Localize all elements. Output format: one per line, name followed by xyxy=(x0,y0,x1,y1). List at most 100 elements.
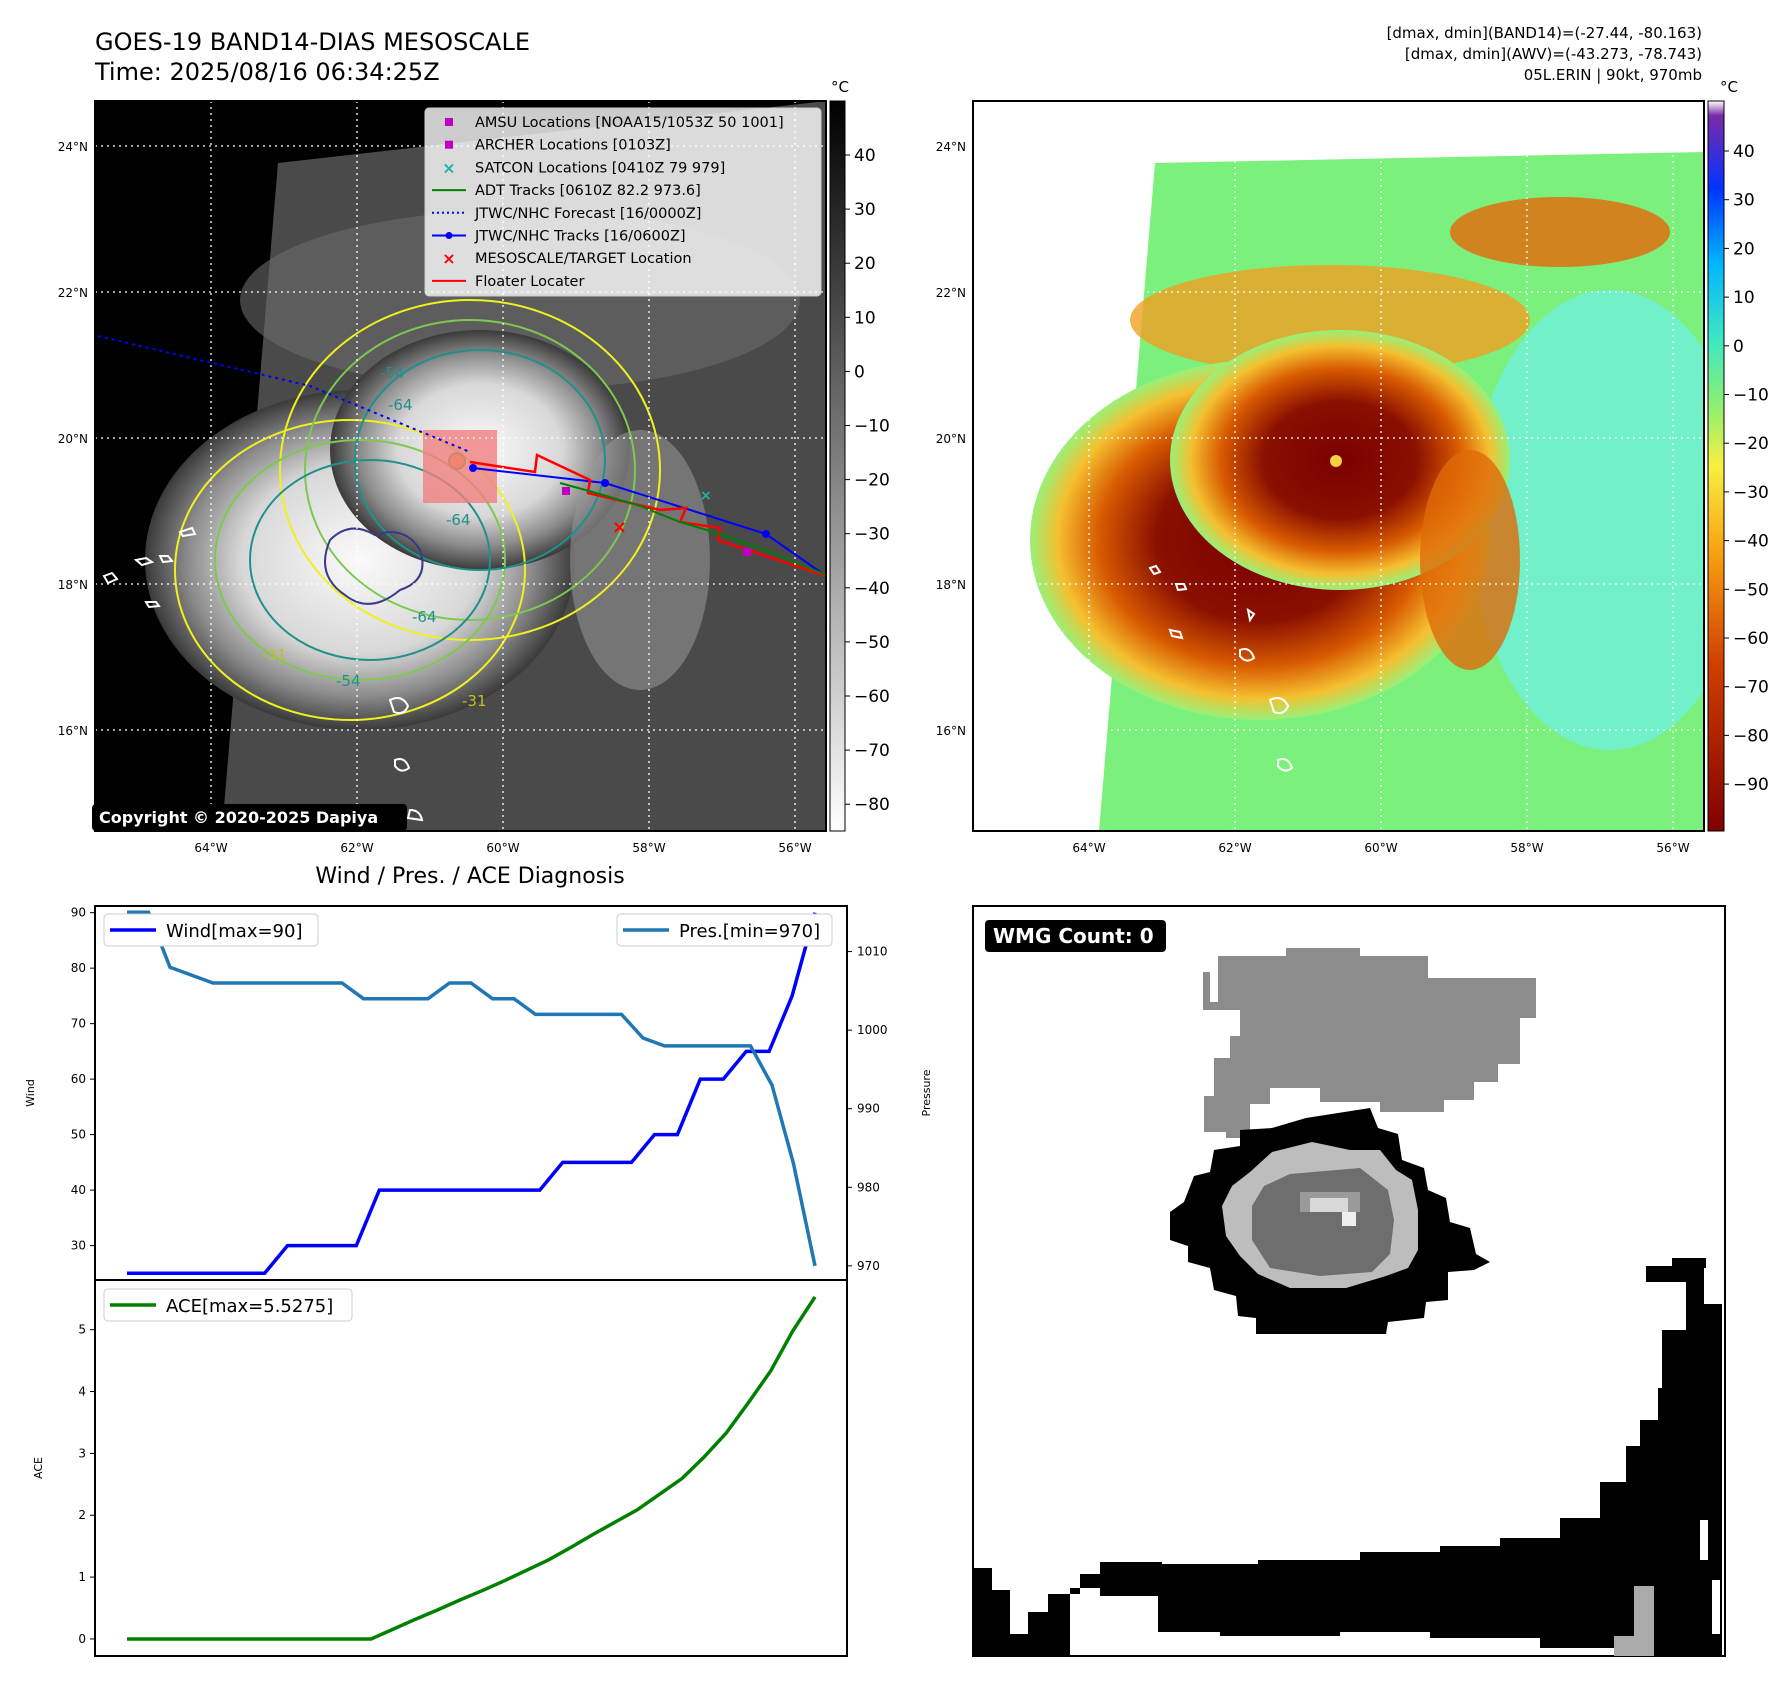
svg-text:×: × xyxy=(700,488,712,504)
lat-label: 22°N xyxy=(58,286,88,300)
colorbar-awv-unit: °C xyxy=(1720,78,1738,96)
contour-label: -54 xyxy=(380,364,405,382)
map-gridlines-awv xyxy=(973,101,1704,831)
map-legend-label: SATCON Locations [0410Z 79 979] xyxy=(475,160,725,176)
ace-tick-label: 5 xyxy=(78,1323,86,1337)
wind-legend: Wind[max=90] xyxy=(103,913,319,947)
info-storm: 05L.ERIN | 90kt, 970mb xyxy=(1524,66,1702,84)
lat-label: 20°N xyxy=(936,432,966,446)
svg-text:×: × xyxy=(442,249,455,268)
mesoscale-target-box xyxy=(423,430,497,503)
pressure-axis-label: Pressure xyxy=(920,1069,933,1116)
lon-label: 62°W xyxy=(340,841,373,855)
colorbar-ir-unit: °C xyxy=(831,78,849,96)
lon-label: 58°W xyxy=(1510,841,1543,855)
copyright-text: Copyright © 2020-2025 Dapiya xyxy=(99,808,378,827)
map-legend-label: JTWC/NHC Forecast [16/0000Z] xyxy=(474,206,701,222)
wmg-panel: WMG Count: 0 xyxy=(972,905,1726,1657)
pressure-series-line xyxy=(127,910,817,1267)
diagnosis-title: Wind / Pres. / ACE Diagnosis xyxy=(315,864,624,889)
awv-eye xyxy=(1330,455,1342,467)
colorbar-awv: °C 40 30 20 10 0 −10 −20 −30 −40 −50 −60 −70 −80 −90 xyxy=(1707,78,1769,832)
ace-legend: ACE[max=5.5275] xyxy=(103,1288,353,1322)
wind-tick-label: 80 xyxy=(71,961,86,975)
wind-tick-label: 30 xyxy=(71,1239,86,1253)
colorbar-awv-tick: −40 xyxy=(1733,532,1769,552)
lat-label: 24°N xyxy=(58,140,88,154)
map-legend-label: AMSU Locations [NOAA15/1053Z 50 1001] xyxy=(475,115,784,131)
map-legend: AMSU Locations [NOAA15/1053Z 50 1001] ARC… xyxy=(424,107,822,297)
pressure-tick-label: 1010 xyxy=(857,945,888,959)
wind-tick-label: 40 xyxy=(71,1183,86,1197)
colorbar-awv-tick: 0 xyxy=(1733,337,1744,357)
pressure-tick-label: 1000 xyxy=(857,1023,888,1037)
lat-label: 22°N xyxy=(936,286,966,300)
colorbar-awv-tick: 30 xyxy=(1733,191,1755,211)
map-legend-label: JTWC/NHC Tracks [16/0600Z] xyxy=(474,229,686,245)
contour-31 xyxy=(174,419,526,721)
floater-track xyxy=(469,453,826,578)
wind-tick-label: 90 xyxy=(71,906,86,920)
lat-label: 18°N xyxy=(58,578,88,592)
ace-tick-label: 0 xyxy=(78,1632,86,1646)
ace-panel: 0 1 2 3 4 5 ACE ACE[max=5.5275] xyxy=(32,1279,848,1657)
pressure-legend: Pres.[min=970] xyxy=(616,913,833,947)
contour-label: -64 xyxy=(446,511,471,529)
lon-label: 58°W xyxy=(632,841,665,855)
wmg-count-label: WMG Count: 0 xyxy=(993,924,1154,948)
contour-64 xyxy=(249,459,491,661)
colorbar-ir-tick: 30 xyxy=(854,200,876,220)
colorbar-awv-tick: 20 xyxy=(1733,239,1755,259)
ace-series-line xyxy=(127,1295,817,1641)
wind-series-line xyxy=(127,912,817,1276)
colorbar-ir-tick: 20 xyxy=(854,254,876,274)
map-legend-item: AMSU Locations [NOAA15/1053Z 50 1001] xyxy=(445,115,784,131)
awv-island-outlines xyxy=(1148,564,1294,772)
contour-labels: -54 -64 -64 -54 -31 -31 -64 xyxy=(262,364,487,710)
ace-axis-label: ACE xyxy=(32,1457,45,1479)
lon-label: 56°W xyxy=(1656,841,1689,855)
ace-legend-label: ACE[max=5.5275] xyxy=(166,1296,333,1317)
map-axis-labels: 24°N 24°N 22°N 22°N 20°N 20°N 18°N 18°N 16°N 16°N… xyxy=(58,140,1690,855)
map-legend-label: MESOSCALE/TARGET Location xyxy=(475,251,692,267)
wind-tick-label: 70 xyxy=(71,1017,86,1031)
map-legend-item: ARCHER Locations [0103Z] xyxy=(445,138,671,154)
colorbar-awv-tick: −30 xyxy=(1733,483,1769,503)
map-legend-item: Floater Locater xyxy=(432,274,584,290)
contour-label: -31 xyxy=(462,692,487,710)
contour-label: -31 xyxy=(262,646,287,664)
map-legend-item: JTWC/NHC Tracks [16/0600Z] xyxy=(432,229,686,245)
pressure-tick-label: 970 xyxy=(857,1259,880,1273)
colorbar-awv-tick: −50 xyxy=(1733,580,1769,600)
wmg-count-box xyxy=(985,920,1166,952)
svg-text:×: × xyxy=(442,158,455,177)
map-legend-item: × SATCON Locations [0410Z 79 979] xyxy=(442,158,725,177)
wind-tick-label: 60 xyxy=(71,1072,86,1086)
pressure-tick-label: 990 xyxy=(857,1102,880,1116)
colorbar-ir-tick: −50 xyxy=(854,633,890,653)
contour-label: -64 xyxy=(388,396,413,414)
ace-tick-label: 1 xyxy=(78,1570,86,1584)
lon-label: 64°W xyxy=(1072,841,1105,855)
colorbar-awv-tick: −90 xyxy=(1733,775,1769,795)
lon-label: 62°W xyxy=(1218,841,1251,855)
colorbar-ir-tick: −10 xyxy=(854,417,890,437)
contour-label: -54 xyxy=(336,672,361,690)
colorbar-awv-tick: −20 xyxy=(1733,434,1769,454)
forecast-track xyxy=(97,335,471,453)
lon-label: 60°W xyxy=(486,841,519,855)
wind-tick-label: 50 xyxy=(71,1128,86,1142)
map-legend-item: × MESOSCALE/TARGET Location xyxy=(442,249,691,268)
adt-track xyxy=(559,482,826,576)
info-band14: [dmax, dmin](BAND14)=(-27.44, -80.163) xyxy=(1387,24,1702,42)
map-legend-label: ARCHER Locations [0103Z] xyxy=(475,138,671,154)
colorbar-ir: °C 40 30 20 10 0 −10 −20 −30 −40 −50 −60 −70 −80 xyxy=(829,78,890,832)
colorbar-ir-tick: −60 xyxy=(854,687,890,707)
colorbar-ir-tick: −80 xyxy=(854,795,890,815)
lat-label: 20°N xyxy=(58,432,88,446)
island-outlines xyxy=(102,526,197,609)
pressure-tick-label: 980 xyxy=(857,1180,880,1194)
map-panel-ir: × × -54 -64 -64 -54 -31 -31 -64 AMSU Loc… xyxy=(92,100,827,832)
pressure-legend-label: Pres.[min=970] xyxy=(679,921,820,942)
wind-legend-label: Wind[max=90] xyxy=(166,921,303,942)
